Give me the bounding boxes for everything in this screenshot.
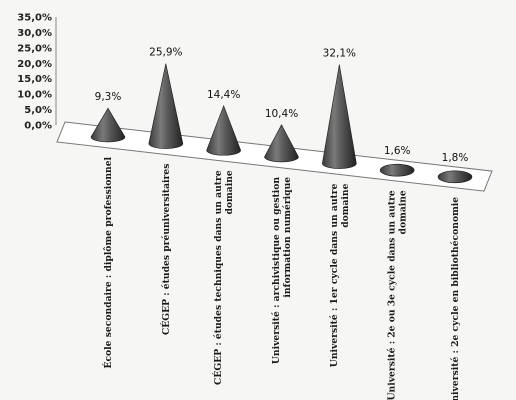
x-tick-label-line: École secondaire : diplôme professionnel bbox=[102, 156, 114, 368]
data-label: 25,9% bbox=[149, 47, 182, 59]
cone-bar bbox=[264, 124, 299, 163]
cone-body bbox=[90, 107, 126, 143]
x-tick-label: École secondaire : diplôme professionnel bbox=[102, 156, 114, 368]
x-tick-label-line: information numérique bbox=[282, 177, 293, 298]
y-tick-label: 5,0% bbox=[24, 105, 52, 116]
x-tick-label: CÉGEP : études préuniversitaires bbox=[160, 164, 172, 335]
axis-layer: 0,0% 5,0% 10,0% 15,0% 20,0% 25,0% 30,0% 35,0% bbox=[17, 13, 493, 192]
x-tick-label-line: CÉGEP : études techniques dans un autre bbox=[212, 170, 224, 385]
x-tick-label-line: CÉGEP : études préuniversitaires bbox=[160, 164, 172, 335]
cone-body bbox=[437, 170, 473, 184]
y-tick-label: 25,0% bbox=[17, 43, 52, 54]
x-tick-label-line: Université : 2e ou 3e cycle dans un autr… bbox=[387, 190, 398, 400]
cone-bar bbox=[148, 63, 184, 149]
cone-layer bbox=[90, 63, 473, 184]
cone-bar bbox=[437, 170, 473, 184]
x-tick-label-line: domaine bbox=[224, 170, 235, 214]
cone-body bbox=[379, 163, 415, 177]
y-tick-label: 35,0% bbox=[17, 13, 52, 24]
data-label: 1,8% bbox=[442, 152, 469, 164]
x-tick-label-line: Université : 2e cycle en bibliothéconomi… bbox=[450, 197, 461, 400]
cone-body bbox=[264, 124, 299, 163]
x-tick-label: Université : 2e cycle en bibliothéconomi… bbox=[450, 197, 461, 400]
y-tick-label: 15,0% bbox=[17, 74, 52, 85]
x-tick-label-line: domaine bbox=[398, 190, 409, 234]
x-tick-label: Université : 1er cycle dans un autre doma… bbox=[329, 183, 351, 367]
data-label: 1,6% bbox=[384, 145, 411, 157]
cone-body bbox=[148, 63, 184, 149]
x-tick-label: CÉGEP : études techniques dans un autre d… bbox=[212, 170, 235, 385]
x-tick-label: Université : archivistique ou gestion inf… bbox=[271, 177, 293, 364]
data-label: 10,4% bbox=[265, 108, 298, 120]
x-tick-label-line: domaine bbox=[340, 183, 351, 227]
y-tick-label: 10,0% bbox=[17, 90, 52, 101]
data-label: 32,1% bbox=[323, 47, 356, 59]
cone-body bbox=[206, 104, 241, 156]
cone-bar bbox=[322, 64, 357, 169]
cone-bar bbox=[206, 104, 241, 156]
y-tick-label: 20,0% bbox=[17, 59, 52, 70]
x-tick-label: Université : 2e ou 3e cycle dans un autr… bbox=[387, 190, 409, 400]
y-tick-label: 0,0% bbox=[24, 121, 52, 132]
x-tick-label-line: Université : archivistique ou gestion bbox=[271, 177, 282, 364]
cone-bar bbox=[90, 107, 126, 143]
cone-body bbox=[322, 64, 357, 169]
data-label: 9,3% bbox=[95, 91, 122, 103]
x-tick-label-line: Université : 1er cycle dans un autre bbox=[329, 183, 340, 367]
cone-bar bbox=[379, 163, 415, 177]
data-label: 14,4% bbox=[207, 89, 240, 101]
y-tick-label: 30,0% bbox=[17, 28, 52, 39]
label-layer: 9,3% 25,9% 14,4% 10,4% 32,1% 1,6% 1,8% École se… bbox=[95, 47, 469, 400]
